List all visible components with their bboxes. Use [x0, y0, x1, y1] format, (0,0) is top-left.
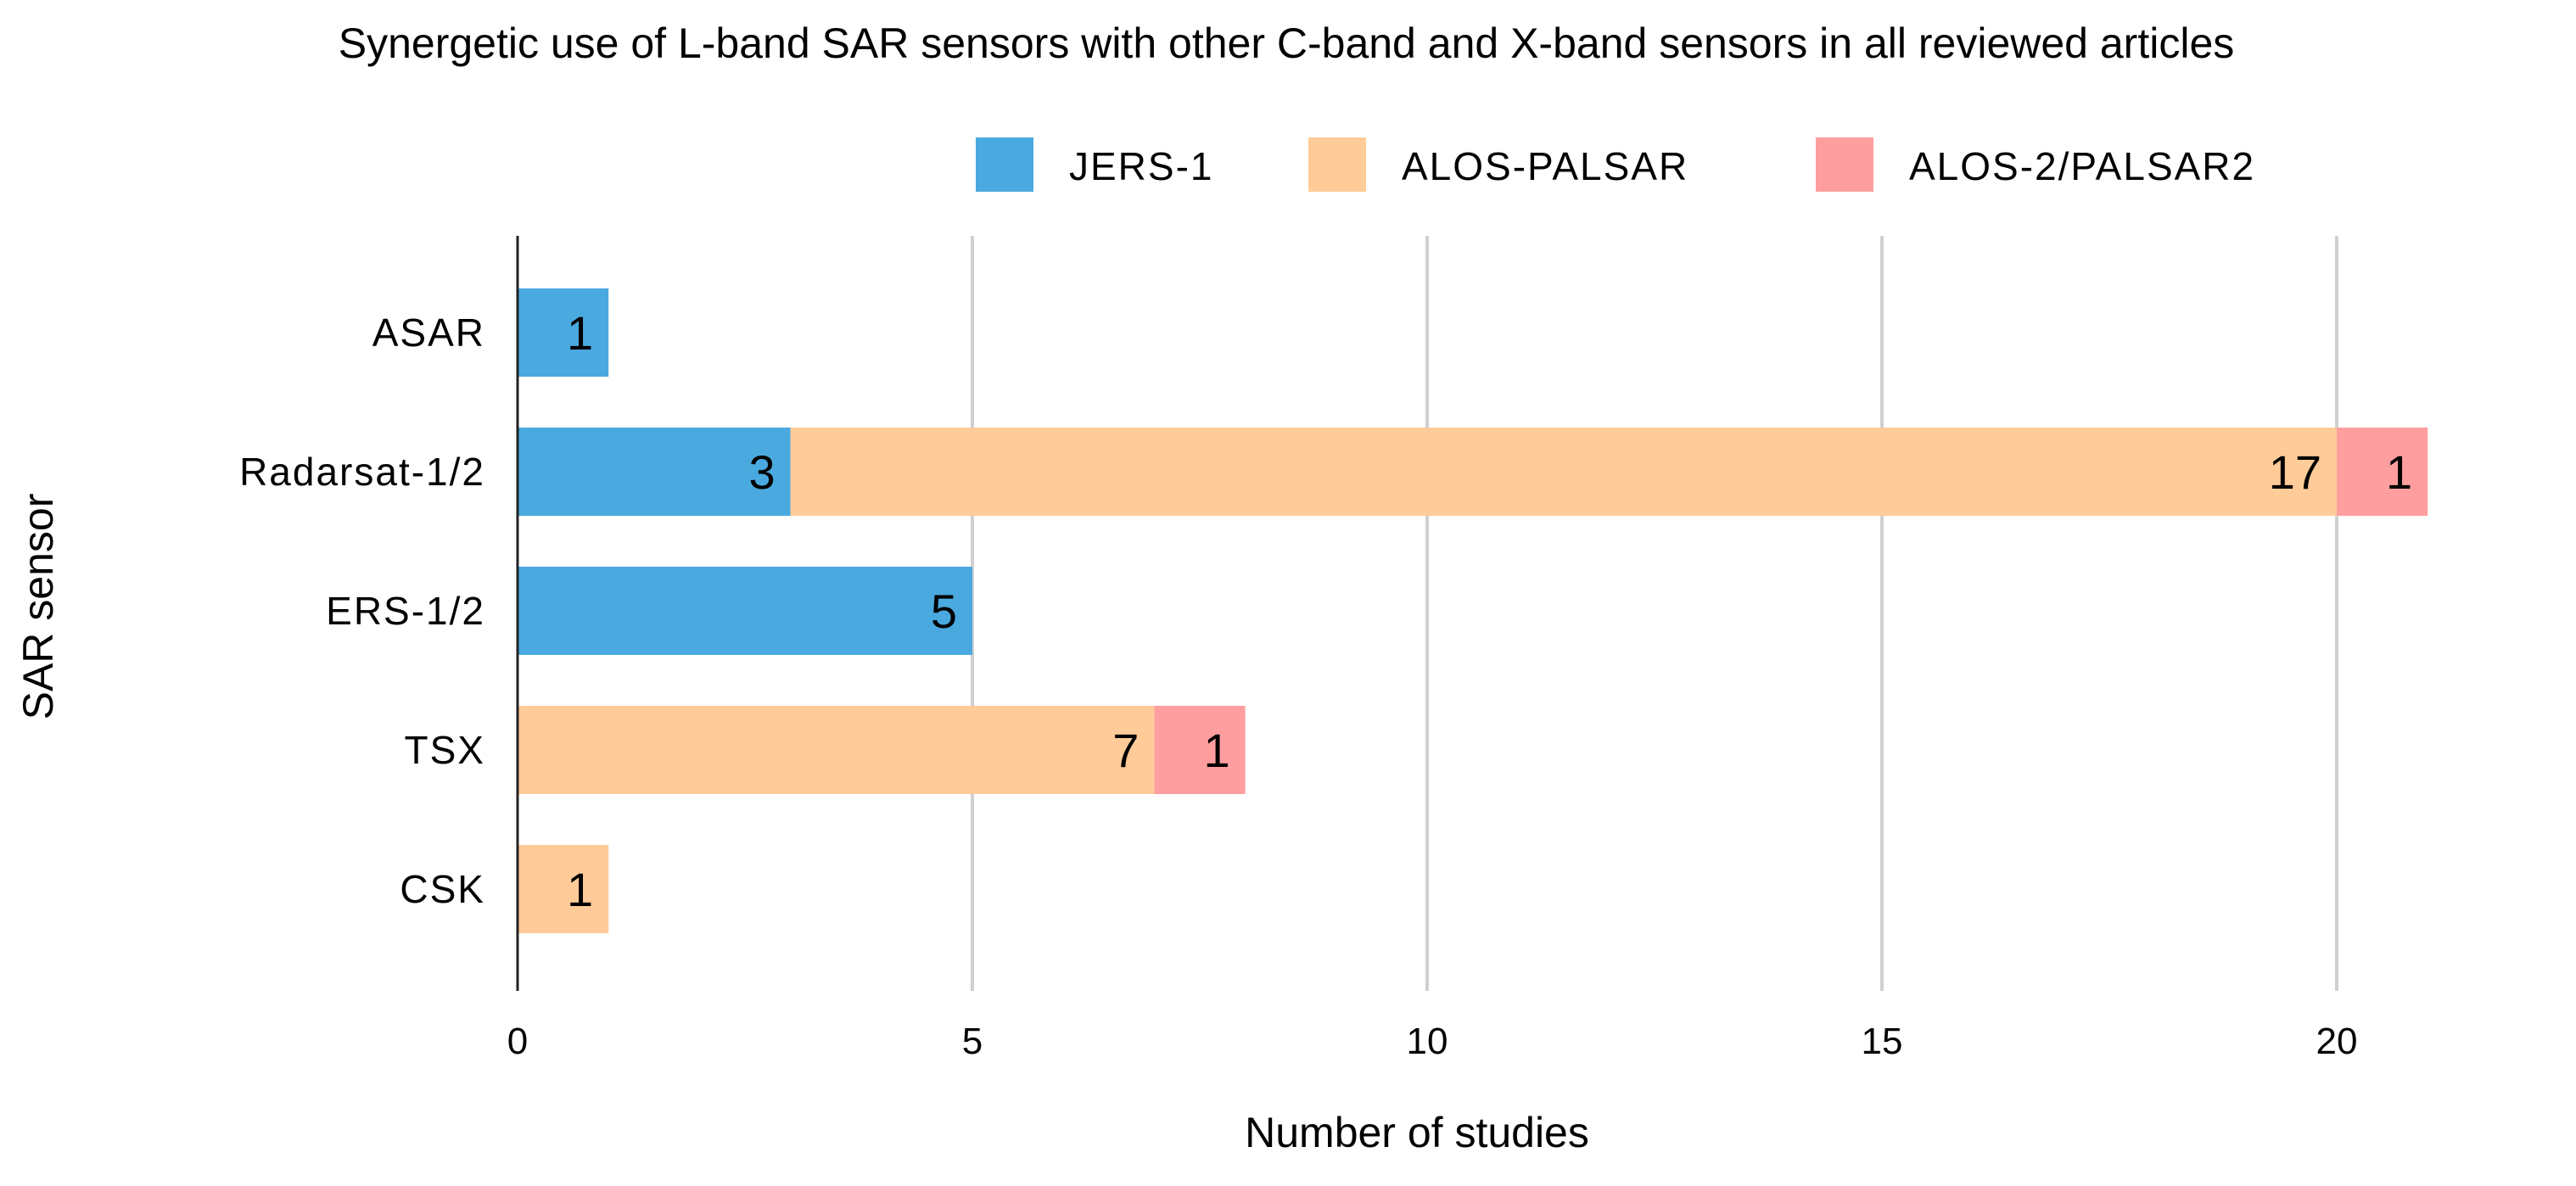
bar-segment: [2337, 428, 2428, 516]
x-tick-label: 10: [1407, 1021, 1448, 1062]
legend-label: ALOS-2/PALSAR2: [1909, 144, 2255, 188]
bar-value-label: 1: [1203, 724, 1229, 777]
category-label: TSX: [405, 728, 485, 772]
category-label: Radarsat-1/2: [239, 450, 485, 494]
x-tick-label: 20: [2316, 1021, 2358, 1062]
category-label: CSK: [400, 867, 485, 911]
bar-value-label: 5: [931, 585, 957, 638]
legend-label: ALOS-PALSAR: [1402, 144, 1688, 188]
bar-value-label: 1: [2386, 445, 2412, 499]
bars: 1 3 17 1 5 7 1 1: [518, 288, 2428, 933]
x-tick-label: 0: [507, 1021, 528, 1062]
legend-swatch: [1816, 137, 1873, 192]
bar-value-label: 17: [2269, 445, 2321, 499]
x-tick-label: 15: [1862, 1021, 1903, 1062]
x-tick-label: 5: [962, 1021, 983, 1062]
bar-segment: [790, 428, 2337, 516]
bar-segment: [518, 288, 609, 377]
category-label: ASAR: [372, 310, 485, 355]
legend-label: JERS-1: [1069, 144, 1213, 188]
y-axis-label: SAR sensor: [14, 494, 62, 720]
gridlines: [971, 236, 2338, 991]
category-labels: ASAR Radarsat-1/2 ERS-1/2 TSX CSK: [239, 310, 485, 911]
bar-segment: [518, 567, 972, 655]
x-axis-ticks: 0 5 10 15 20: [507, 1021, 2358, 1062]
category-label: ERS-1/2: [326, 589, 485, 633]
bar-value-label: 1: [567, 863, 593, 916]
bar-segment: [518, 428, 791, 516]
legend-swatch: [976, 137, 1033, 192]
bar-segment: [518, 845, 609, 933]
bar-segment: [1154, 706, 1246, 794]
chart-title: Synergetic use of L-band SAR sensors wit…: [339, 20, 2235, 67]
bar-value-label: 1: [567, 306, 593, 360]
x-axis-label: Number of studies: [1245, 1109, 1589, 1156]
bar-value-label: 3: [748, 445, 775, 499]
legend-swatch: [1308, 137, 1366, 192]
legend: JERS-1 ALOS-PALSAR ALOS-2/PALSAR2: [976, 137, 2255, 192]
bar-value-label: 7: [1112, 724, 1139, 777]
bar-segment: [518, 706, 1155, 794]
